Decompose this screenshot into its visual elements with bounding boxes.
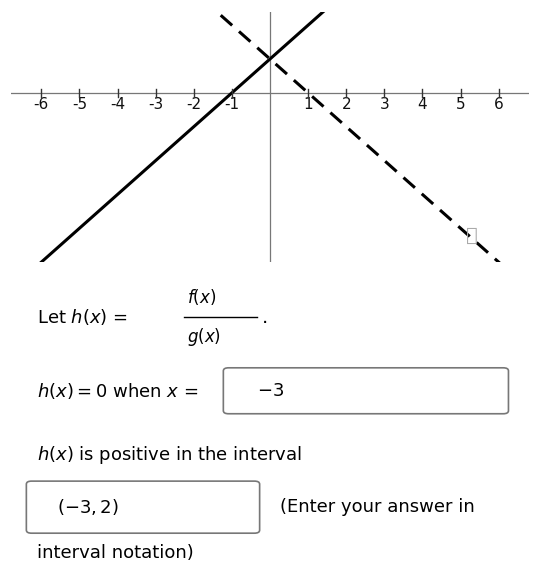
Text: $-3$: $-3$: [257, 382, 284, 400]
Text: $h(x)$ is positive in the interval: $h(x)$ is positive in the interval: [37, 444, 301, 466]
Text: Let $h(x)$ =: Let $h(x)$ =: [37, 307, 130, 327]
Text: $g(x)$: $g(x)$: [187, 326, 221, 348]
Text: $(-3,2)$: $(-3,2)$: [57, 497, 119, 517]
FancyBboxPatch shape: [224, 368, 509, 414]
Text: $h(x) = 0$ when $x$ =: $h(x) = 0$ when $x$ =: [37, 381, 200, 401]
Text: (Enter your answer in: (Enter your answer in: [280, 498, 475, 516]
Text: .: .: [262, 308, 268, 327]
Text: ⌕: ⌕: [466, 226, 478, 245]
Text: $f(x)$: $f(x)$: [187, 287, 217, 307]
FancyBboxPatch shape: [26, 481, 260, 533]
Text: interval notation): interval notation): [37, 544, 193, 562]
